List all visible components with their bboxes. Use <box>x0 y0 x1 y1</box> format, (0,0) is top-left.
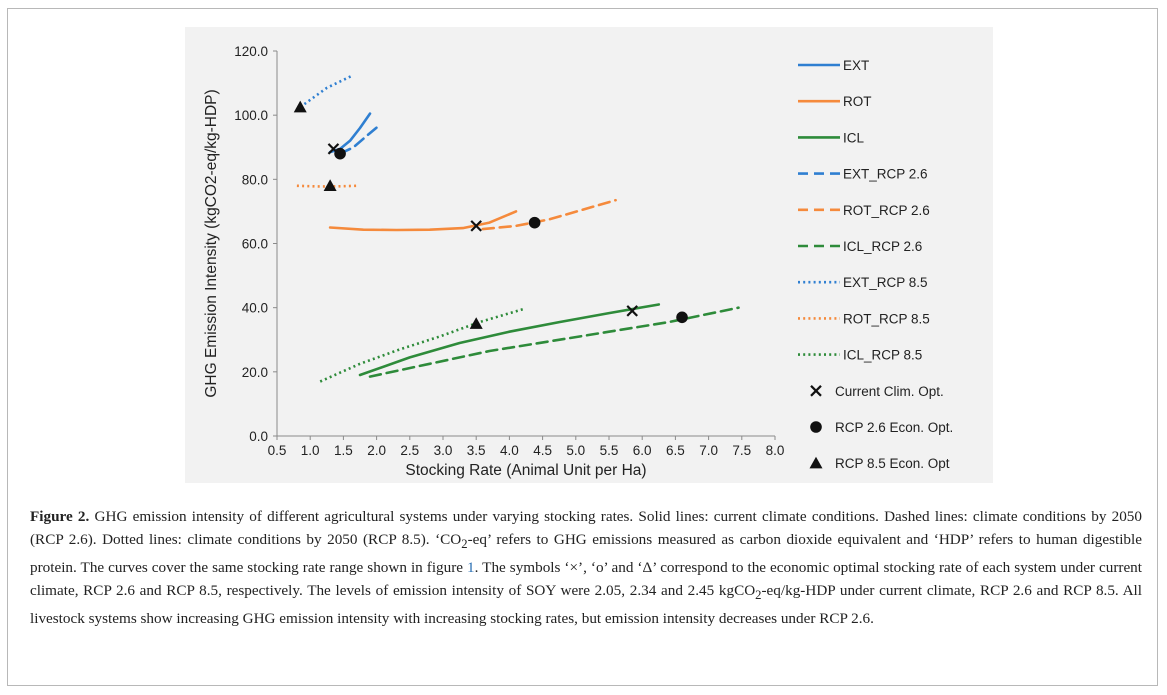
chart-panel: 0.5 1.0 1.5 2.0 2.5 3.0 3.5 4.0 4.5 5.0 5.5 6.0 6.5 7… <box>185 27 993 483</box>
figure-frame: 0.5 1.0 1.5 2.0 2.5 3.0 3.5 4.0 4.5 5.0 5.5 6.0 6.5 7… <box>7 8 1158 686</box>
marker-triangle-2 <box>469 317 483 329</box>
legend-label-4: ROT_RCP 2.6 <box>843 203 930 218</box>
legend-marker-9 <box>810 385 822 397</box>
legend-label-3: EXT_RCP 2.6 <box>843 167 928 182</box>
x-tick-label-3: 2.0 <box>367 443 386 458</box>
legend-label-10: RCP 2.6 Econ. Opt. <box>835 420 953 435</box>
caption-text-1: GHG emission intensity of different agri… <box>30 508 1142 548</box>
legend-label-0: EXT <box>843 58 869 73</box>
caption-subscript-2: 2 <box>755 588 762 603</box>
legend-label-2: ICL <box>843 130 865 145</box>
series-line-3 <box>338 123 382 155</box>
legend-label-7: ROT_RCP 8.5 <box>843 311 930 326</box>
marker-circle-2 <box>676 311 688 324</box>
marker-x-2 <box>626 305 639 317</box>
figure-caption: Figure 2. GHG emission intensity of diff… <box>30 505 1142 630</box>
x-tick-label-8: 4.5 <box>533 443 552 458</box>
legend-label-9: Current Clim. Opt. <box>835 384 944 399</box>
x-axis-title: Stocking Rate (Animal Unit per Ha) <box>405 462 646 479</box>
series-line-4 <box>481 198 617 231</box>
x-tick-label-9: 5.0 <box>566 443 585 458</box>
marker-triangle-1 <box>323 179 337 191</box>
x-tick-label-2: 1.5 <box>334 443 353 458</box>
caption-text-2: -eq’ refers to GHG emissions measured as… <box>30 531 1142 577</box>
caption-subscript-1: 2 <box>461 537 468 552</box>
series-line-6 <box>299 73 354 109</box>
x-tick-label-1: 1.0 <box>301 443 320 458</box>
series-line-1 <box>328 210 518 232</box>
caption-text-3: . The symbols ‘×’, ‘o’ and ‘Δ’ correspon… <box>30 559 1142 600</box>
legend-label-5: ICL_RCP 2.6 <box>843 239 922 254</box>
marker-circle-0 <box>334 147 346 160</box>
marker-triangle-0 <box>293 100 307 113</box>
x-tick-label-12: 6.5 <box>666 443 685 458</box>
marker-circle-1 <box>528 216 541 229</box>
series-line-8 <box>319 308 524 383</box>
legend-marker-11 <box>809 456 823 469</box>
x-tick-label-11: 6.0 <box>633 443 652 458</box>
y-tick-label-4: 80.0 <box>242 172 268 187</box>
legend-label-8: ICL_RCP 8.5 <box>843 348 922 363</box>
marker-x-1 <box>470 220 482 232</box>
legend-label-11: RCP 8.5 Econ. Opt <box>835 456 950 471</box>
ghg-emission-chart: 0.5 1.0 1.5 2.0 2.5 3.0 3.5 4.0 4.5 5.0 5.5 6.0 6.5 7… <box>203 44 953 479</box>
legend-marker-10 <box>810 421 822 433</box>
legend-label-6: EXT_RCP 8.5 <box>843 275 928 290</box>
y-tick-label-5: 100.0 <box>234 108 268 123</box>
y-tick-label-1: 20.0 <box>242 365 268 380</box>
y-tick-label-6: 120.0 <box>234 44 268 59</box>
y-axis-title: GHG Emission Intensity (kgCO2-eq/kg-HDP) <box>203 89 220 397</box>
figure-label: Figure 2. <box>30 508 90 525</box>
series-line-5 <box>368 306 740 378</box>
x-tick-label-7: 4.0 <box>500 443 519 458</box>
figure-1-link[interactable]: 1 <box>467 559 475 577</box>
series-line-2 <box>358 303 661 377</box>
x-tick-label-6: 3.5 <box>467 443 486 458</box>
x-tick-label-15: 8.0 <box>766 443 785 458</box>
x-tick-label-5: 3.0 <box>434 443 453 458</box>
y-tick-label-2: 40.0 <box>242 301 268 316</box>
y-tick-label-0: 0.0 <box>249 429 268 444</box>
x-tick-label-0: 0.5 <box>268 443 287 458</box>
caption-text-4: -eq/kg-HDP under current climate, RCP 2.… <box>30 582 1142 628</box>
x-tick-label-10: 5.5 <box>600 443 619 458</box>
legend-label-1: ROT <box>843 94 872 109</box>
y-tick-label-3: 60.0 <box>242 237 268 252</box>
x-tick-label-13: 7.0 <box>699 443 718 458</box>
x-tick-label-4: 2.5 <box>400 443 419 458</box>
x-tick-label-14: 7.5 <box>732 443 751 458</box>
